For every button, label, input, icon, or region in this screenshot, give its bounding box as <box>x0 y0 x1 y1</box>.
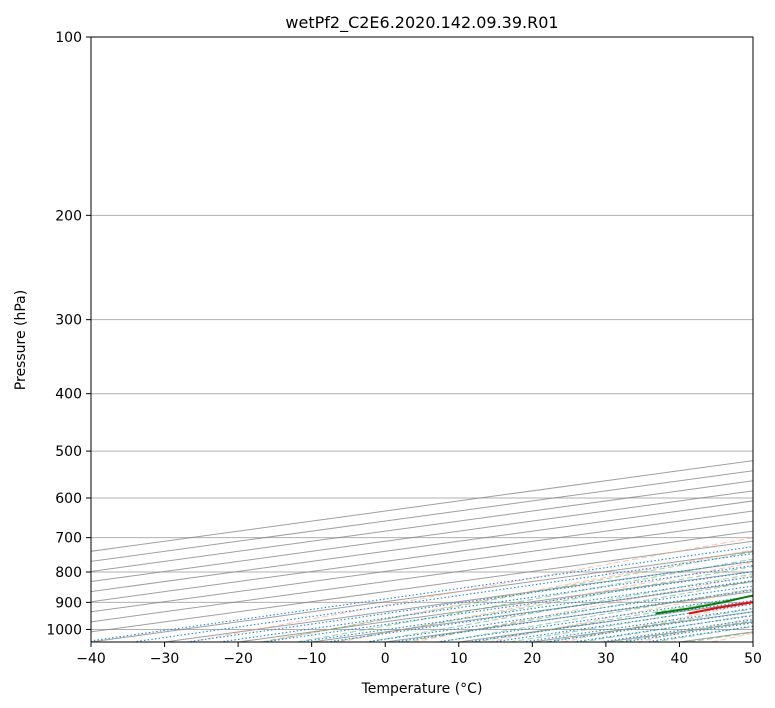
chart-title: wetPf2_C2E6.2020.142.09.39.R01 <box>285 13 558 33</box>
x-tick-label: 50 <box>744 651 762 667</box>
moist-adiabat-line <box>332 565 753 642</box>
y-tick-label: 900 <box>55 595 82 611</box>
x-tick-label: −20 <box>223 651 253 667</box>
reference-lines-layer <box>91 537 753 642</box>
x-tick-label: 10 <box>450 651 468 667</box>
y-tick-label: 200 <box>55 208 82 224</box>
x-tick-label: 30 <box>597 651 615 667</box>
x-tick-label: −40 <box>76 651 106 667</box>
isotherm-line <box>91 510 753 603</box>
mixing-ratio-line <box>186 560 753 642</box>
moist-adiabat-line <box>403 580 753 642</box>
mixing-ratio-line <box>436 595 753 642</box>
mixing-ratio-line <box>394 589 753 642</box>
axes-layer: −40 −30 −20 −10 0 10 20 30 40 50 100 200 300 400 500 60… <box>46 30 762 667</box>
moist-adiabat-line <box>474 595 753 642</box>
mixing-ratio-line <box>492 603 753 642</box>
isotherm-line <box>91 520 753 613</box>
x-tick-label: −10 <box>297 651 327 667</box>
y-axis-title: Pressure (hPa) <box>13 290 29 390</box>
y-tick-label: 500 <box>55 444 82 460</box>
y-tick-label: 100 <box>55 30 82 46</box>
x-tick-label: 40 <box>671 651 689 667</box>
x-tick-label: 20 <box>523 651 541 667</box>
plot-area-background <box>91 37 753 642</box>
y-tick-label: 700 <box>55 531 82 547</box>
y-tick-label: 1000 <box>46 622 82 638</box>
isotherm-line <box>91 500 753 593</box>
x-tick-label: 0 <box>381 651 390 667</box>
moist-adiabat-line <box>296 558 753 642</box>
y-tick-label: 800 <box>55 565 82 581</box>
y-tick-label: 300 <box>55 313 82 329</box>
plot-frame <box>90 36 754 643</box>
mixing-ratio-line <box>365 585 753 642</box>
mixing-ratio-line <box>91 546 753 642</box>
grid-layer <box>91 37 753 642</box>
mixing-ratio-line <box>467 599 753 642</box>
isotherm-line <box>91 480 753 572</box>
x-tick-label: −30 <box>150 651 180 667</box>
isotherm-line <box>91 490 753 583</box>
isotherm-line <box>91 470 753 562</box>
x-axis-title: Temperature (°C) <box>361 681 483 697</box>
isotherm-line <box>91 530 753 623</box>
dry-adiabat-line <box>413 575 753 642</box>
y-tick-label: 600 <box>55 491 82 507</box>
isotherm-line <box>91 460 753 552</box>
y-tick-label: 400 <box>55 387 82 403</box>
dry-adiabat-line <box>189 537 753 642</box>
dry-adiabat-line <box>338 562 753 642</box>
